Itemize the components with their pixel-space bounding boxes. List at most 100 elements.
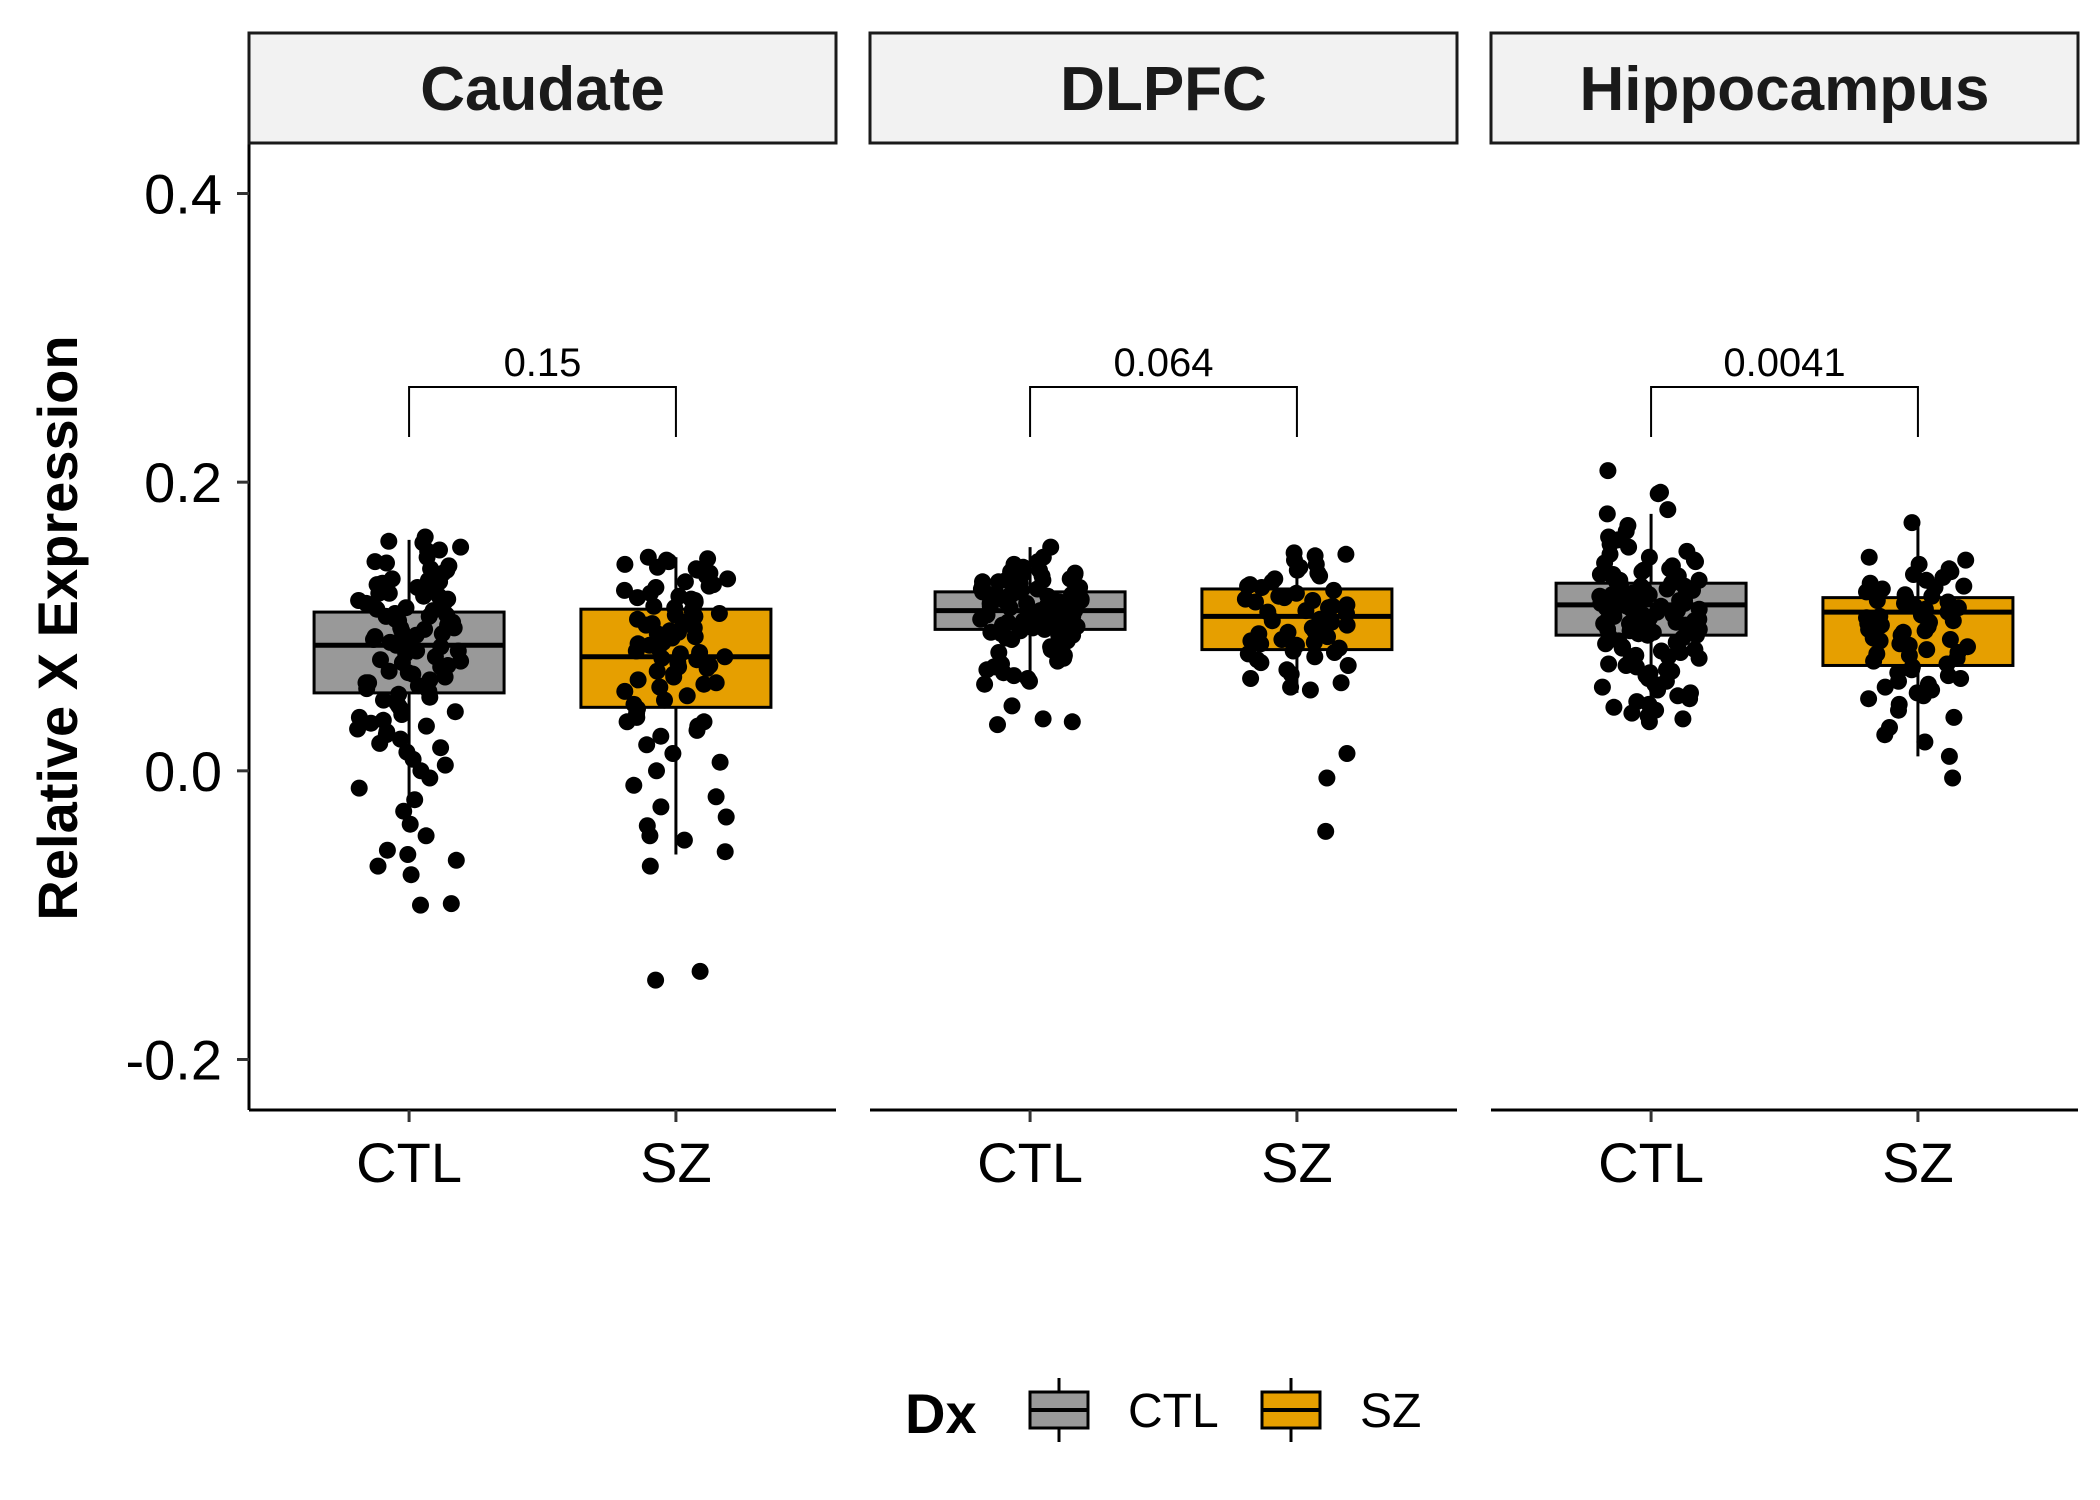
data-point [648, 762, 665, 780]
data-point [710, 605, 728, 622]
data-point [616, 682, 634, 700]
data-point [1674, 710, 1692, 728]
data-point [618, 713, 636, 731]
data-point [399, 664, 417, 682]
data-point [1640, 619, 1658, 637]
p-value-label: 0.064 [1113, 341, 1213, 385]
data-point [1282, 665, 1300, 683]
data-point [1005, 667, 1023, 685]
data-point [1253, 579, 1271, 596]
data-point [1279, 623, 1297, 641]
data-point [1332, 674, 1350, 692]
data-point [716, 648, 734, 666]
facet-strip [247, 31, 838, 145]
data-point [1921, 613, 1938, 631]
data-point [1926, 579, 1944, 596]
data-point [974, 583, 992, 601]
facet-strip-label: DLPFC [1060, 55, 1267, 124]
data-point [1324, 597, 1342, 615]
data-point [1612, 596, 1630, 614]
data-point [350, 779, 368, 797]
points-sz [1236, 544, 1357, 840]
significance-bracket [408, 386, 677, 437]
data-point [687, 560, 705, 578]
points-ctl [349, 528, 470, 914]
data-point [1599, 462, 1617, 480]
data-point [1900, 636, 1918, 654]
data-point [717, 808, 735, 826]
data-point [1652, 597, 1670, 615]
data-point [628, 589, 646, 607]
x-tick-label: SZ [640, 1131, 712, 1194]
data-point [1002, 586, 1020, 604]
data-point [380, 662, 398, 680]
data-point [981, 597, 999, 615]
x-tick-label: CTL [977, 1131, 1083, 1194]
x-tick-label: SZ [1882, 1131, 1954, 1194]
data-point [1591, 566, 1609, 583]
data-point [1871, 607, 1889, 625]
data-point [707, 788, 725, 806]
data-point [1027, 615, 1044, 633]
significance-bracket [1650, 386, 1919, 437]
data-point [438, 561, 456, 579]
legend-label: CTL [1128, 1385, 1219, 1438]
data-point [686, 628, 704, 646]
data-point [645, 597, 663, 615]
data-point [1063, 713, 1081, 731]
data-point [1338, 745, 1356, 762]
data-point [1311, 567, 1329, 585]
data-point [648, 662, 666, 680]
data-point [380, 532, 398, 550]
data-point [1252, 654, 1270, 672]
data-point [418, 579, 436, 596]
points-sz [1858, 514, 1976, 787]
data-point [1681, 690, 1699, 708]
facet-strip [1489, 31, 2080, 145]
data-point [401, 815, 419, 833]
data-point [1593, 678, 1611, 696]
data-point [1600, 655, 1618, 673]
data-point [994, 616, 1011, 634]
y-tick-label: 0.0 [144, 740, 222, 803]
data-point [1957, 551, 1975, 569]
data-point [357, 674, 375, 692]
y-tick-label: 0.4 [144, 163, 222, 226]
data-point [1690, 649, 1708, 667]
data-point [395, 632, 413, 650]
data-point [1640, 548, 1658, 566]
x-tick-label: SZ [1261, 1131, 1333, 1194]
legend-keys: CTL SZ [1028, 1378, 1421, 1442]
data-point [652, 727, 670, 745]
data-point [629, 671, 647, 689]
data-point [691, 644, 709, 661]
data-point [651, 678, 669, 696]
facet-panel-hippocampus: Hippocampus CTL SZ 0.0041 [1489, 31, 2080, 1194]
data-point [695, 675, 713, 693]
data-point [700, 577, 718, 595]
facet-strip-label: Hippocampus [1580, 55, 1990, 124]
data-point [417, 717, 435, 735]
data-point [1034, 571, 1052, 589]
data-point [445, 619, 463, 637]
data-point [652, 798, 670, 816]
data-point [420, 607, 438, 625]
data-point [1003, 697, 1021, 715]
data-point [978, 661, 996, 679]
data-point [1239, 577, 1257, 595]
data-point [716, 843, 734, 861]
data-point [1669, 567, 1687, 585]
data-point [442, 895, 460, 913]
data-point [1013, 566, 1031, 583]
y-axis-title: Relative X Expression [26, 335, 89, 920]
data-point [1955, 577, 1973, 595]
facet-strip-label: Caudate [420, 55, 665, 124]
data-point [1066, 602, 1084, 620]
data-point [1916, 733, 1934, 751]
data-point [976, 675, 994, 693]
x-tick-label: CTL [356, 1131, 462, 1194]
data-point [1949, 599, 1967, 617]
data-point [390, 612, 408, 630]
data-point [1252, 635, 1270, 653]
data-point [688, 721, 706, 739]
